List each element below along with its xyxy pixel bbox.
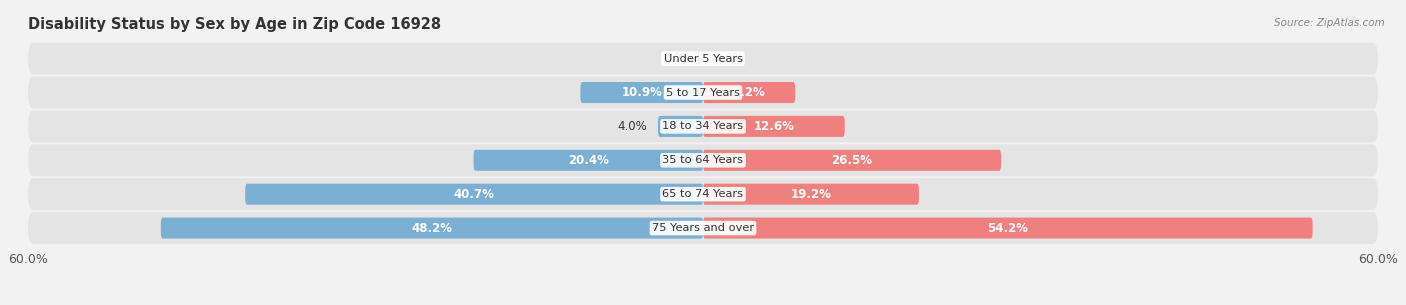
Text: Source: ZipAtlas.com: Source: ZipAtlas.com	[1274, 18, 1385, 28]
FancyBboxPatch shape	[245, 184, 703, 205]
FancyBboxPatch shape	[703, 184, 920, 205]
Text: 4.0%: 4.0%	[617, 120, 647, 133]
Text: 8.2%: 8.2%	[733, 86, 765, 99]
FancyBboxPatch shape	[474, 150, 703, 171]
FancyBboxPatch shape	[160, 217, 703, 239]
Text: 5 to 17 Years: 5 to 17 Years	[666, 88, 740, 98]
Text: 20.4%: 20.4%	[568, 154, 609, 167]
Text: Under 5 Years: Under 5 Years	[664, 54, 742, 64]
Text: 40.7%: 40.7%	[454, 188, 495, 201]
FancyBboxPatch shape	[28, 144, 1378, 176]
Text: 0.0%: 0.0%	[662, 52, 692, 65]
Text: 19.2%: 19.2%	[790, 188, 831, 201]
Text: 75 Years and over: 75 Years and over	[652, 223, 754, 233]
FancyBboxPatch shape	[28, 110, 1378, 142]
Text: 65 to 74 Years: 65 to 74 Years	[662, 189, 744, 199]
Text: 18 to 34 Years: 18 to 34 Years	[662, 121, 744, 131]
Text: 35 to 64 Years: 35 to 64 Years	[662, 155, 744, 165]
Text: 48.2%: 48.2%	[412, 221, 453, 235]
Text: 10.9%: 10.9%	[621, 86, 662, 99]
FancyBboxPatch shape	[28, 178, 1378, 210]
Text: Disability Status by Sex by Age in Zip Code 16928: Disability Status by Sex by Age in Zip C…	[28, 17, 441, 32]
FancyBboxPatch shape	[28, 43, 1378, 74]
FancyBboxPatch shape	[28, 212, 1378, 244]
Text: 0.0%: 0.0%	[714, 52, 744, 65]
FancyBboxPatch shape	[28, 77, 1378, 109]
Text: 12.6%: 12.6%	[754, 120, 794, 133]
FancyBboxPatch shape	[658, 116, 703, 137]
FancyBboxPatch shape	[703, 217, 1313, 239]
FancyBboxPatch shape	[703, 150, 1001, 171]
FancyBboxPatch shape	[703, 82, 796, 103]
Text: 26.5%: 26.5%	[831, 154, 873, 167]
FancyBboxPatch shape	[703, 116, 845, 137]
FancyBboxPatch shape	[581, 82, 703, 103]
Text: 54.2%: 54.2%	[987, 221, 1028, 235]
